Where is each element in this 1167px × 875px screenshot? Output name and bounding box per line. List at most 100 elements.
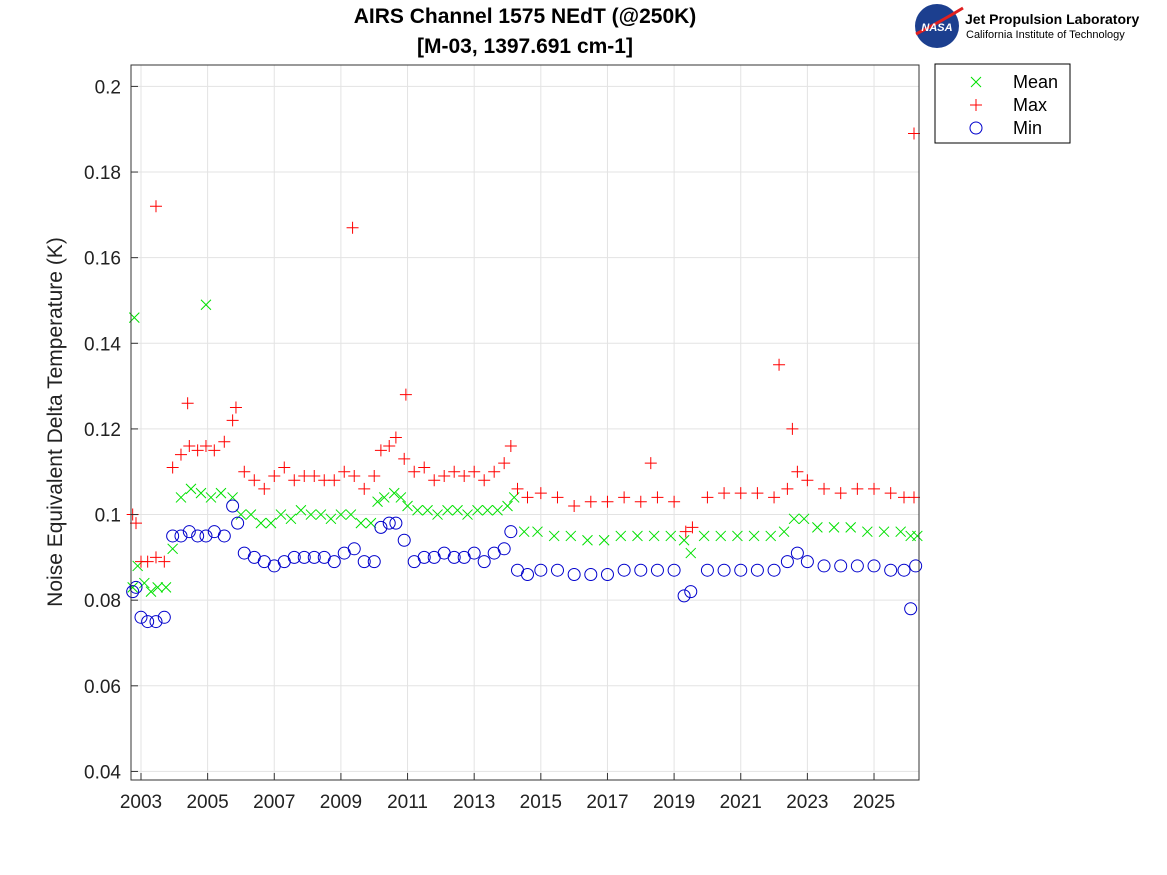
data-point-max [389,431,402,444]
data-point-min [634,563,648,577]
data-point-max [498,457,511,470]
data-point-max [634,495,647,508]
data-point-min [817,559,831,573]
data-point-min [617,563,631,577]
data-point-max [751,487,764,500]
y-ticks: 0.04 0.06 0.08 0.1 0.12 0.14 0.16 0.18 0.2 [84,77,138,783]
jpl-org-sub: California Institute of Technology [966,29,1125,41]
data-point-max [208,444,221,457]
data-point-max [908,127,921,140]
y-tick-label: 0.14 [84,334,121,355]
y-tick-label: 0.2 [95,77,121,98]
data-point-mean [127,581,139,593]
data-point-min [750,563,764,577]
data-point-max [478,474,491,487]
data-point-max [191,444,204,457]
data-point-mean [778,526,790,538]
data-point-mean [845,522,857,533]
data-point-mean [648,530,660,542]
jpl-org-name: Jet Propulsion Laboratory [965,11,1139,27]
legend-marker-min [969,121,983,135]
data-point-mean [235,509,247,520]
legend-box [934,63,1071,144]
data-point-mean [325,513,337,525]
data-point-min [367,555,381,569]
legend-label-min: Min [1013,118,1042,138]
data-point-mean [482,504,493,516]
data-point-max [338,465,351,478]
data-point-mean [152,581,164,593]
data-point-mean [315,509,327,520]
data-point-max [668,495,681,508]
y-tick-label: 0.06 [84,677,121,698]
data-point-min [347,542,361,556]
data-markers [126,127,923,629]
data-point-mean [402,500,413,512]
data-point-max [644,457,657,470]
x-tick-label: 2025 [853,792,895,813]
data-point-max [398,452,411,465]
data-point-mean [138,577,150,589]
data-point-mean [378,492,390,503]
data-point-min [567,567,581,581]
y-axis-label: Noise Equivalent Delta Temperature (K) [44,237,67,607]
data-point-max [408,465,421,478]
data-point-mean [862,526,873,538]
data-point-min [780,555,794,569]
data-point-max [368,470,381,483]
data-point-mean [911,530,923,542]
data-point-min [677,589,691,603]
data-point-max [868,482,881,495]
data-point-mean [167,543,179,555]
data-point-min [191,529,205,543]
data-point-min [382,516,396,530]
data-point-min [129,580,143,594]
data-point-min [417,550,431,564]
data-point-min [504,525,518,539]
data-point-max [568,499,581,512]
data-point-mean [335,509,347,520]
x-tick-label: 2023 [786,792,828,813]
data-point-max [358,482,371,495]
data-point-min [287,550,301,564]
data-point-min [134,610,148,624]
data-point-max [468,465,481,478]
data-point-mean [412,504,423,516]
chart-title: AIRS Channel 1575 NEdT (@250K) [354,5,697,28]
x-tick-label: 2017 [586,792,628,813]
series-max [126,127,921,568]
data-point-min [520,567,534,581]
data-point-mean [632,530,643,542]
data-point-mean [788,513,800,525]
legend-marker-max [970,99,982,111]
data-point-mean [388,487,400,499]
data-point-mean [765,530,777,542]
data-point-mean [175,492,187,503]
data-point-mean [372,496,383,508]
data-point-max [166,461,179,474]
plot-frame [130,64,920,781]
data-point-mean [472,504,483,516]
data-point-mean [275,509,287,520]
data-point-max [521,491,534,504]
data-point-max [908,491,921,504]
data-point-max [651,491,664,504]
data-point-mean [715,530,727,542]
data-point-max [438,470,451,483]
data-point-min [174,529,188,543]
data-point-max [288,474,301,487]
data-point-max [448,465,461,478]
data-point-max [679,525,692,538]
data-point-max [308,470,321,483]
data-point-mean [878,526,890,538]
y-tick-label: 0.16 [84,249,121,270]
data-point-mean [532,526,543,538]
data-point-max [781,482,794,495]
data-point-mean [748,530,760,542]
data-point-max [773,358,786,371]
data-point-max [129,517,142,530]
data-point-min [327,555,341,569]
data-point-max [818,482,831,495]
data-point-min [374,520,388,534]
